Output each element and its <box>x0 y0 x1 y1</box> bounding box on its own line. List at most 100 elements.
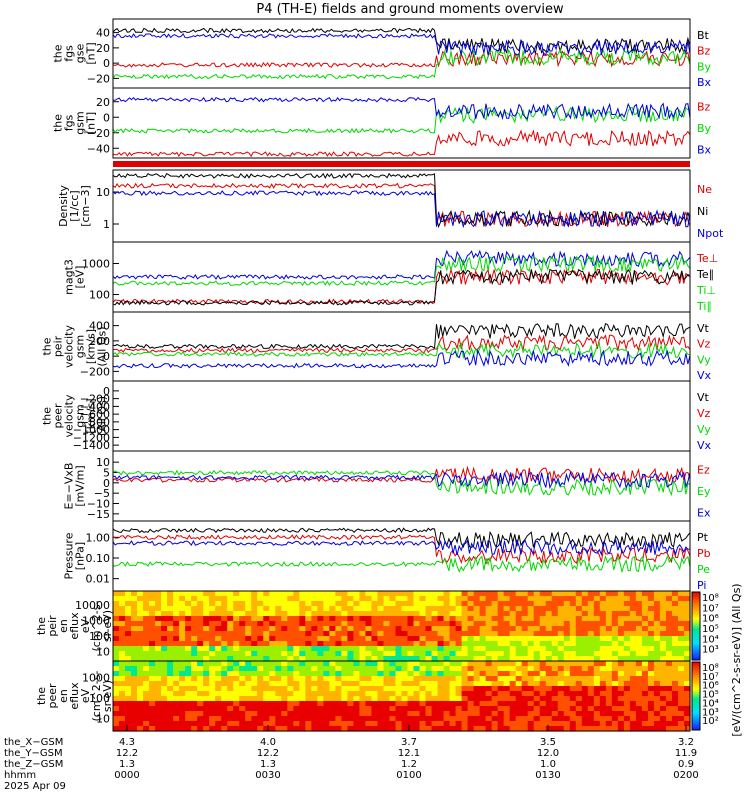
spectrogram-cell <box>113 636 120 642</box>
spectrogram-cell <box>431 711 439 717</box>
spectrogram-cell <box>221 701 228 707</box>
spectrogram-cell <box>587 626 595 632</box>
spectrogram-cell <box>131 606 138 612</box>
spectrogram-cell <box>647 661 655 667</box>
spectrogram-cell <box>557 686 565 692</box>
spectrogram-cell <box>527 706 535 712</box>
spectrogram-cell <box>149 626 156 632</box>
spectrogram-cell <box>515 696 523 702</box>
spectrogram-cell <box>377 596 385 602</box>
spectrogram-cell <box>569 596 577 602</box>
spectrogram-cell <box>203 591 210 597</box>
spectrogram-cell <box>419 681 427 687</box>
spectrogram-cell <box>593 676 601 682</box>
spectrogram-cell <box>509 631 517 637</box>
spectrogram-cell <box>605 681 613 687</box>
spectrogram-cell <box>533 626 541 632</box>
spectrogram-cell <box>299 621 306 627</box>
spectrogram-cell <box>125 601 132 607</box>
spectrogram-cell <box>275 706 282 712</box>
spectrogram-cell <box>569 666 577 672</box>
spectrogram-cell <box>347 611 355 617</box>
spectrogram-cell <box>233 656 240 662</box>
spectrogram-cell <box>191 681 198 687</box>
spectrogram-cell <box>443 646 451 652</box>
spectrogram-cell <box>353 606 361 612</box>
spectrogram-cell <box>593 726 601 732</box>
spectrogram-cell <box>341 626 349 632</box>
spectrogram-cell <box>479 691 487 697</box>
spectrogram-cell <box>533 676 541 682</box>
spectrogram-cell <box>665 666 673 672</box>
spectrogram-cell <box>599 656 607 662</box>
spectrogram-cell <box>179 656 186 662</box>
spectrogram-cell <box>371 686 379 692</box>
spectrogram-cell <box>437 616 445 622</box>
spectrogram-cell <box>455 721 463 727</box>
series-pressure-Pi <box>112 538 691 557</box>
spectrogram-cell <box>353 596 361 602</box>
spectrogram-cell <box>239 671 246 677</box>
spectrogram-cell <box>263 621 270 627</box>
spectrogram-cell <box>473 651 481 657</box>
spectrogram-cell <box>377 616 385 622</box>
spectrogram-cell <box>239 716 246 722</box>
spectrogram-cell <box>491 641 499 647</box>
spectrogram-cell <box>203 671 210 677</box>
spectrogram-cell <box>449 606 457 612</box>
spectrogram-cell <box>443 726 451 732</box>
spectrogram-cell <box>179 611 186 617</box>
spectrogram-cell <box>323 616 330 622</box>
spectrogram-cell <box>575 606 583 612</box>
spectrogram-cell <box>461 601 469 607</box>
spectrogram-cell <box>557 616 565 622</box>
spectrogram-cell <box>329 596 336 602</box>
x-tick-label: 3.5 <box>540 737 556 748</box>
spectrogram-cell <box>587 676 595 682</box>
spectrogram-cell <box>569 691 577 697</box>
spectrogram-cell <box>311 631 318 637</box>
spectrogram-cell <box>497 676 505 682</box>
spectrogram-cell <box>173 601 180 607</box>
spectrogram-cell <box>539 726 547 732</box>
y-tick-label: −20 <box>87 127 110 140</box>
spectrogram-cell <box>329 616 336 622</box>
spectrogram-cell <box>287 676 294 682</box>
spectrogram-cell <box>635 641 643 647</box>
spectrogram-cell <box>467 646 475 652</box>
spectrogram-cell <box>131 646 138 652</box>
spectrogram-cell <box>545 591 553 597</box>
panel-ylabel: E=−VxB <box>63 463 76 510</box>
spectrogram-cell <box>365 626 373 632</box>
panel-ylabel: sr-eV) <box>101 680 114 712</box>
spectrogram-cell <box>515 726 523 732</box>
spectrogram-cell <box>623 676 631 682</box>
spectrogram-cell <box>251 701 258 707</box>
spectrogram-cell <box>599 681 607 687</box>
colorbar-tick: 10⁷ <box>702 603 719 614</box>
spectrogram-cell <box>437 591 445 597</box>
spectrogram-cell <box>575 626 583 632</box>
y-tick-label: −20 <box>87 72 110 85</box>
spectrogram-cell <box>329 701 336 707</box>
spectrogram-cell <box>167 701 174 707</box>
spectrogram-cell <box>317 646 324 652</box>
spectrogram-cell <box>659 591 667 597</box>
spectrogram-cell <box>179 711 186 717</box>
spectrogram-cell <box>653 646 661 652</box>
spectrogram-cell <box>161 676 168 682</box>
spectrogram-cell <box>539 676 547 682</box>
spectrogram-cell <box>671 656 679 662</box>
panel-ylabel: [nT] <box>85 42 98 64</box>
spectrogram-cell <box>263 656 270 662</box>
spectrogram-cell <box>473 691 481 697</box>
spectrogram-cell <box>575 711 583 717</box>
spectrogram-cell <box>449 696 457 702</box>
spectrogram-cell <box>665 726 673 732</box>
spectrogram-cell <box>377 636 385 642</box>
spectrogram-cell <box>623 721 631 727</box>
spectrogram-cell <box>545 596 553 602</box>
spectrogram-cell <box>365 616 373 622</box>
spectrogram-cell <box>587 646 595 652</box>
spectrogram-cell <box>683 701 691 707</box>
